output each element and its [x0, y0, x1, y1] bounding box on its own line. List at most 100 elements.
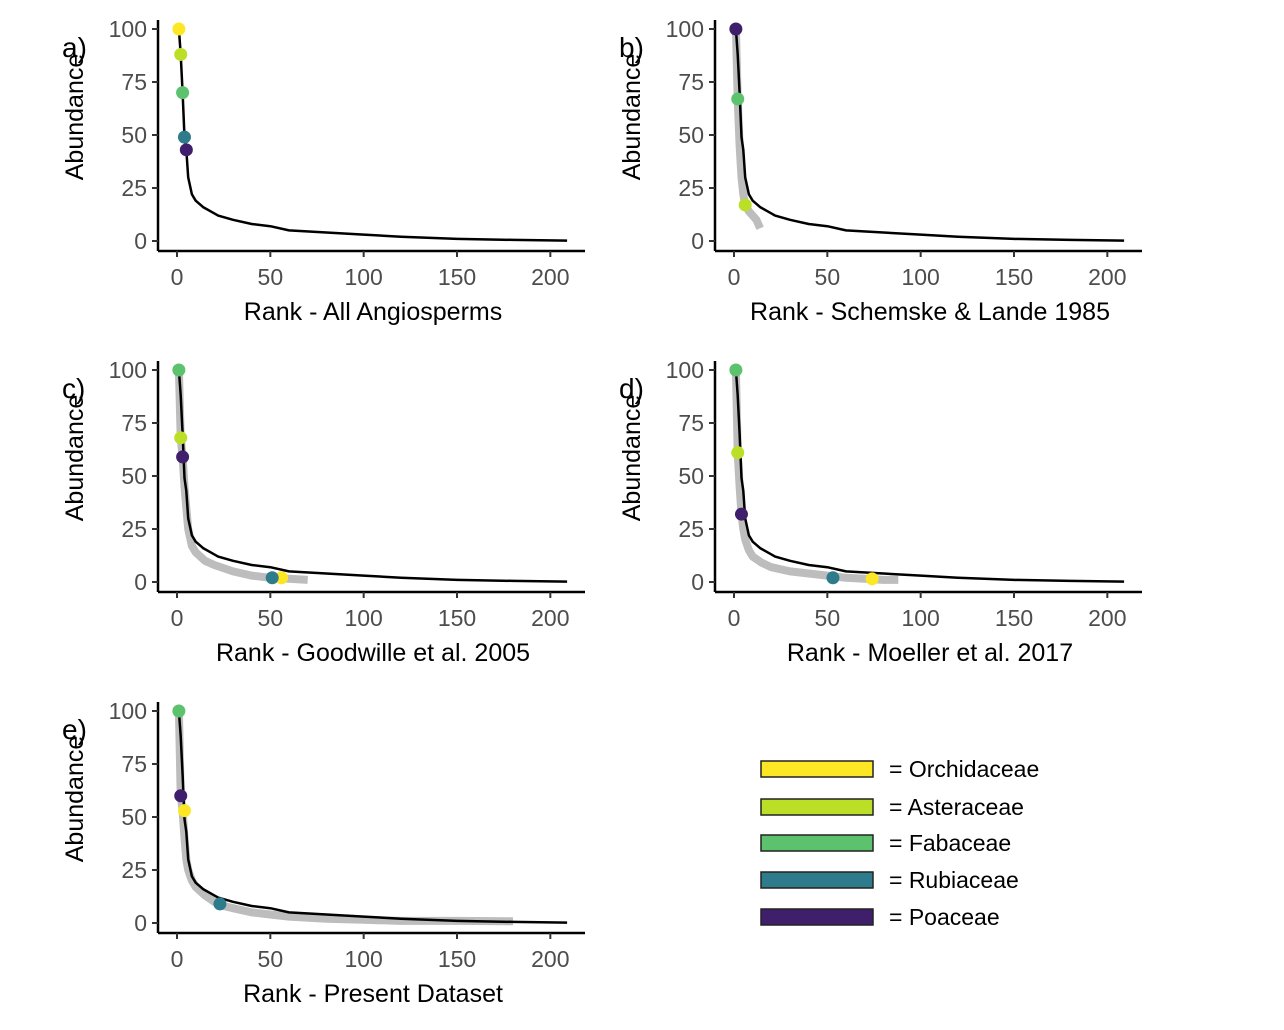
x-tick-label: 200 — [531, 946, 569, 972]
y-tick-label: 0 — [134, 228, 147, 254]
panel-label: d) — [619, 373, 644, 404]
y-tick-label: 25 — [121, 516, 147, 542]
y-tick-label: 0 — [134, 569, 147, 595]
x-tick-label: 50 — [815, 605, 841, 631]
x-tick-label: 0 — [728, 264, 741, 290]
legend-label-rubiaceae: = Rubiaceae — [889, 867, 1019, 893]
y-tick-label: 50 — [121, 463, 147, 489]
point-rubiaceae — [265, 571, 279, 585]
legend-label-orchidaceae: = Orchidaceae — [889, 756, 1039, 782]
point-poaceae — [174, 789, 188, 803]
x-tick-label: 100 — [901, 264, 939, 290]
x-tick-label: 100 — [344, 946, 382, 972]
y-tick-label: 100 — [109, 16, 147, 42]
point-asteraceae — [174, 431, 188, 445]
y-tick-label: 25 — [678, 516, 704, 542]
x-tick-label: 150 — [438, 605, 476, 631]
x-tick-label: 150 — [995, 264, 1033, 290]
panel-d: 0 25 50 75 100 0 50 100 150 200 Rank - Moeller et … — [618, 357, 1142, 667]
y-tick-label: 100 — [109, 357, 147, 383]
y-tick-label: 0 — [134, 910, 147, 936]
point-orchidaceae — [177, 804, 191, 818]
x-tick-label: 100 — [344, 605, 382, 631]
x-tick-label: 0 — [728, 605, 741, 631]
y-tick-label: 100 — [666, 16, 704, 42]
point-rubiaceae — [213, 897, 227, 911]
y-axis-title: Abundance — [618, 395, 646, 522]
y-tick-label: 0 — [691, 228, 704, 254]
x-axis-title: Rank - All Angiosperms — [244, 298, 502, 326]
x-tick-label: 200 — [531, 605, 569, 631]
x-tick-label: 50 — [258, 605, 284, 631]
x-axis-title: Rank - Moeller et al. 2017 — [787, 639, 1073, 667]
y-tick-label: 75 — [678, 410, 704, 436]
panel-label: a) — [62, 32, 87, 63]
y-tick-label: 50 — [121, 122, 147, 148]
comparison-curve — [731, 369, 899, 584]
x-tick-label: 50 — [815, 264, 841, 290]
y-tick-label: 50 — [121, 804, 147, 830]
y-tick-label: 100 — [109, 698, 147, 724]
legend-label-asteraceae: = Asteraceae — [889, 794, 1024, 820]
point-rubiaceae — [826, 571, 840, 585]
x-tick-label: 0 — [171, 946, 184, 972]
panel-label: c) — [62, 373, 85, 404]
x-tick-label: 50 — [258, 264, 284, 290]
panel-label: b) — [619, 32, 644, 63]
x-tick-label: 100 — [344, 264, 382, 290]
panel-b: 0 25 50 75 100 0 50 100 150 200 Rank - Schemske & … — [618, 16, 1142, 326]
point-rubiaceae — [177, 130, 191, 144]
reference-curve — [734, 369, 1125, 583]
point-fabaceae — [172, 704, 186, 718]
legend-label-fabaceae: = Fabaceae — [889, 830, 1011, 856]
legend-swatch-rubiaceae — [760, 871, 874, 889]
x-tick-label: 150 — [438, 946, 476, 972]
point-orchidaceae — [275, 571, 289, 585]
y-tick-label: 100 — [666, 357, 704, 383]
reference-curve — [177, 28, 568, 242]
y-tick-label: 0 — [691, 569, 704, 595]
legend: = Orchidaceae = Asteraceae = Fabaceae = Rub… — [760, 756, 1039, 930]
point-fabaceae — [176, 86, 190, 100]
y-axis-title: Abundance — [61, 54, 89, 181]
x-tick-label: 0 — [171, 605, 184, 631]
point-poaceae — [179, 143, 193, 157]
x-tick-label: 50 — [258, 946, 284, 972]
legend-swatch-orchidaceae — [760, 760, 874, 778]
point-poaceae — [734, 507, 748, 521]
point-orchidaceae — [172, 22, 186, 36]
legend-swatch-asteraceae — [760, 798, 874, 816]
y-tick-label: 75 — [121, 69, 147, 95]
panel-e: 0 25 50 75 100 0 50 100 150 200 Rank - Present Dat… — [61, 698, 585, 1008]
y-tick-label: 75 — [678, 69, 704, 95]
point-asteraceae — [731, 446, 745, 460]
x-axis-title: Rank - Schemske & Lande 1985 — [750, 298, 1110, 326]
point-fabaceae — [172, 363, 186, 377]
reference-curve — [177, 710, 568, 924]
point-asteraceae — [738, 198, 752, 212]
y-tick-label: 50 — [678, 122, 704, 148]
y-tick-label: 75 — [121, 410, 147, 436]
x-tick-label: 200 — [1088, 605, 1126, 631]
y-axis-title: Abundance — [61, 395, 89, 522]
point-poaceae — [729, 22, 743, 36]
reference-curve — [177, 369, 568, 583]
x-axis-title: Rank - Present Dataset — [243, 980, 503, 1008]
point-orchidaceae — [865, 572, 879, 586]
comparison-curve — [174, 710, 514, 926]
x-axis-title: Rank - Goodwille et al. 2005 — [216, 639, 530, 667]
reference-curve — [734, 28, 1125, 242]
y-tick-label: 25 — [121, 857, 147, 883]
x-tick-label: 150 — [438, 264, 476, 290]
legend-label-poaceae: = Poaceae — [889, 904, 1000, 930]
point-fabaceae — [729, 363, 743, 377]
legend-swatch-fabaceae — [760, 834, 874, 852]
y-axis-title: Abundance — [61, 736, 89, 863]
point-fabaceae — [731, 92, 745, 106]
x-tick-label: 200 — [531, 264, 569, 290]
x-tick-label: 150 — [995, 605, 1033, 631]
y-tick-label: 75 — [121, 751, 147, 777]
x-tick-label: 100 — [901, 605, 939, 631]
